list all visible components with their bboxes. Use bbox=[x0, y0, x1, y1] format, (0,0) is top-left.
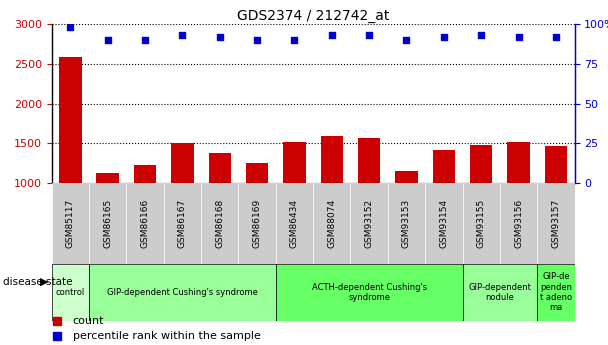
Bar bbox=[313, 183, 350, 264]
Text: GSM93152: GSM93152 bbox=[365, 199, 374, 248]
Point bbox=[252, 37, 262, 43]
Text: GSM93155: GSM93155 bbox=[477, 199, 486, 248]
Bar bbox=[320, 136, 343, 183]
Text: GSM86167: GSM86167 bbox=[178, 199, 187, 248]
Point bbox=[551, 34, 561, 40]
Point bbox=[103, 37, 112, 43]
Text: GSM86168: GSM86168 bbox=[215, 199, 224, 248]
Bar bbox=[425, 183, 463, 264]
Point bbox=[289, 37, 299, 43]
Text: GIP-dependent
nodule: GIP-dependent nodule bbox=[468, 283, 531, 302]
Text: percentile rank within the sample: percentile rank within the sample bbox=[72, 332, 260, 341]
Point bbox=[364, 32, 374, 38]
Bar bbox=[537, 264, 575, 321]
Bar bbox=[276, 183, 313, 264]
Text: GSM86165: GSM86165 bbox=[103, 199, 112, 248]
Bar bbox=[463, 264, 537, 321]
Bar bbox=[134, 165, 156, 183]
Bar bbox=[89, 264, 276, 321]
Bar bbox=[89, 183, 126, 264]
Bar bbox=[52, 183, 89, 264]
Text: GSM86169: GSM86169 bbox=[252, 199, 261, 248]
Point bbox=[439, 34, 449, 40]
Text: GSM93154: GSM93154 bbox=[440, 199, 448, 248]
Bar bbox=[126, 183, 164, 264]
Bar bbox=[171, 143, 193, 183]
Text: GSM93156: GSM93156 bbox=[514, 199, 523, 248]
Bar bbox=[59, 58, 81, 183]
Point bbox=[402, 37, 412, 43]
Bar bbox=[201, 183, 238, 264]
Text: GSM93157: GSM93157 bbox=[551, 199, 561, 248]
Bar bbox=[388, 183, 425, 264]
Bar bbox=[238, 183, 276, 264]
Point bbox=[140, 37, 150, 43]
Text: GSM85117: GSM85117 bbox=[66, 199, 75, 248]
Bar bbox=[276, 264, 463, 321]
Text: ▶: ▶ bbox=[40, 277, 48, 287]
Bar bbox=[545, 146, 567, 183]
Bar bbox=[283, 142, 306, 183]
Point bbox=[66, 24, 75, 30]
Text: GSM93153: GSM93153 bbox=[402, 199, 411, 248]
Bar bbox=[537, 183, 575, 264]
Text: disease state: disease state bbox=[3, 277, 72, 287]
Bar bbox=[433, 149, 455, 183]
Bar bbox=[52, 264, 89, 321]
Point bbox=[178, 32, 187, 38]
Bar bbox=[350, 183, 388, 264]
Bar bbox=[246, 163, 268, 183]
Bar bbox=[395, 171, 418, 183]
Text: GSM86434: GSM86434 bbox=[290, 199, 299, 248]
Text: GIP-de
penden
t adeno
ma: GIP-de penden t adeno ma bbox=[540, 272, 572, 313]
Bar bbox=[500, 183, 537, 264]
Bar bbox=[358, 138, 381, 183]
Bar bbox=[463, 183, 500, 264]
Text: ACTH-dependent Cushing's
syndrome: ACTH-dependent Cushing's syndrome bbox=[311, 283, 427, 302]
Point bbox=[215, 34, 224, 40]
Point bbox=[514, 34, 523, 40]
Text: count: count bbox=[72, 316, 104, 326]
Bar bbox=[507, 142, 530, 183]
Text: GIP-dependent Cushing's syndrome: GIP-dependent Cushing's syndrome bbox=[107, 288, 258, 297]
Bar bbox=[470, 145, 492, 183]
Point bbox=[476, 32, 486, 38]
Bar bbox=[164, 183, 201, 264]
Bar bbox=[97, 172, 119, 183]
Text: control: control bbox=[56, 288, 85, 297]
Text: GSM88074: GSM88074 bbox=[327, 199, 336, 248]
Text: GSM86166: GSM86166 bbox=[140, 199, 150, 248]
Title: GDS2374 / 212742_at: GDS2374 / 212742_at bbox=[237, 9, 389, 23]
Bar bbox=[209, 154, 231, 183]
Point bbox=[327, 32, 337, 38]
